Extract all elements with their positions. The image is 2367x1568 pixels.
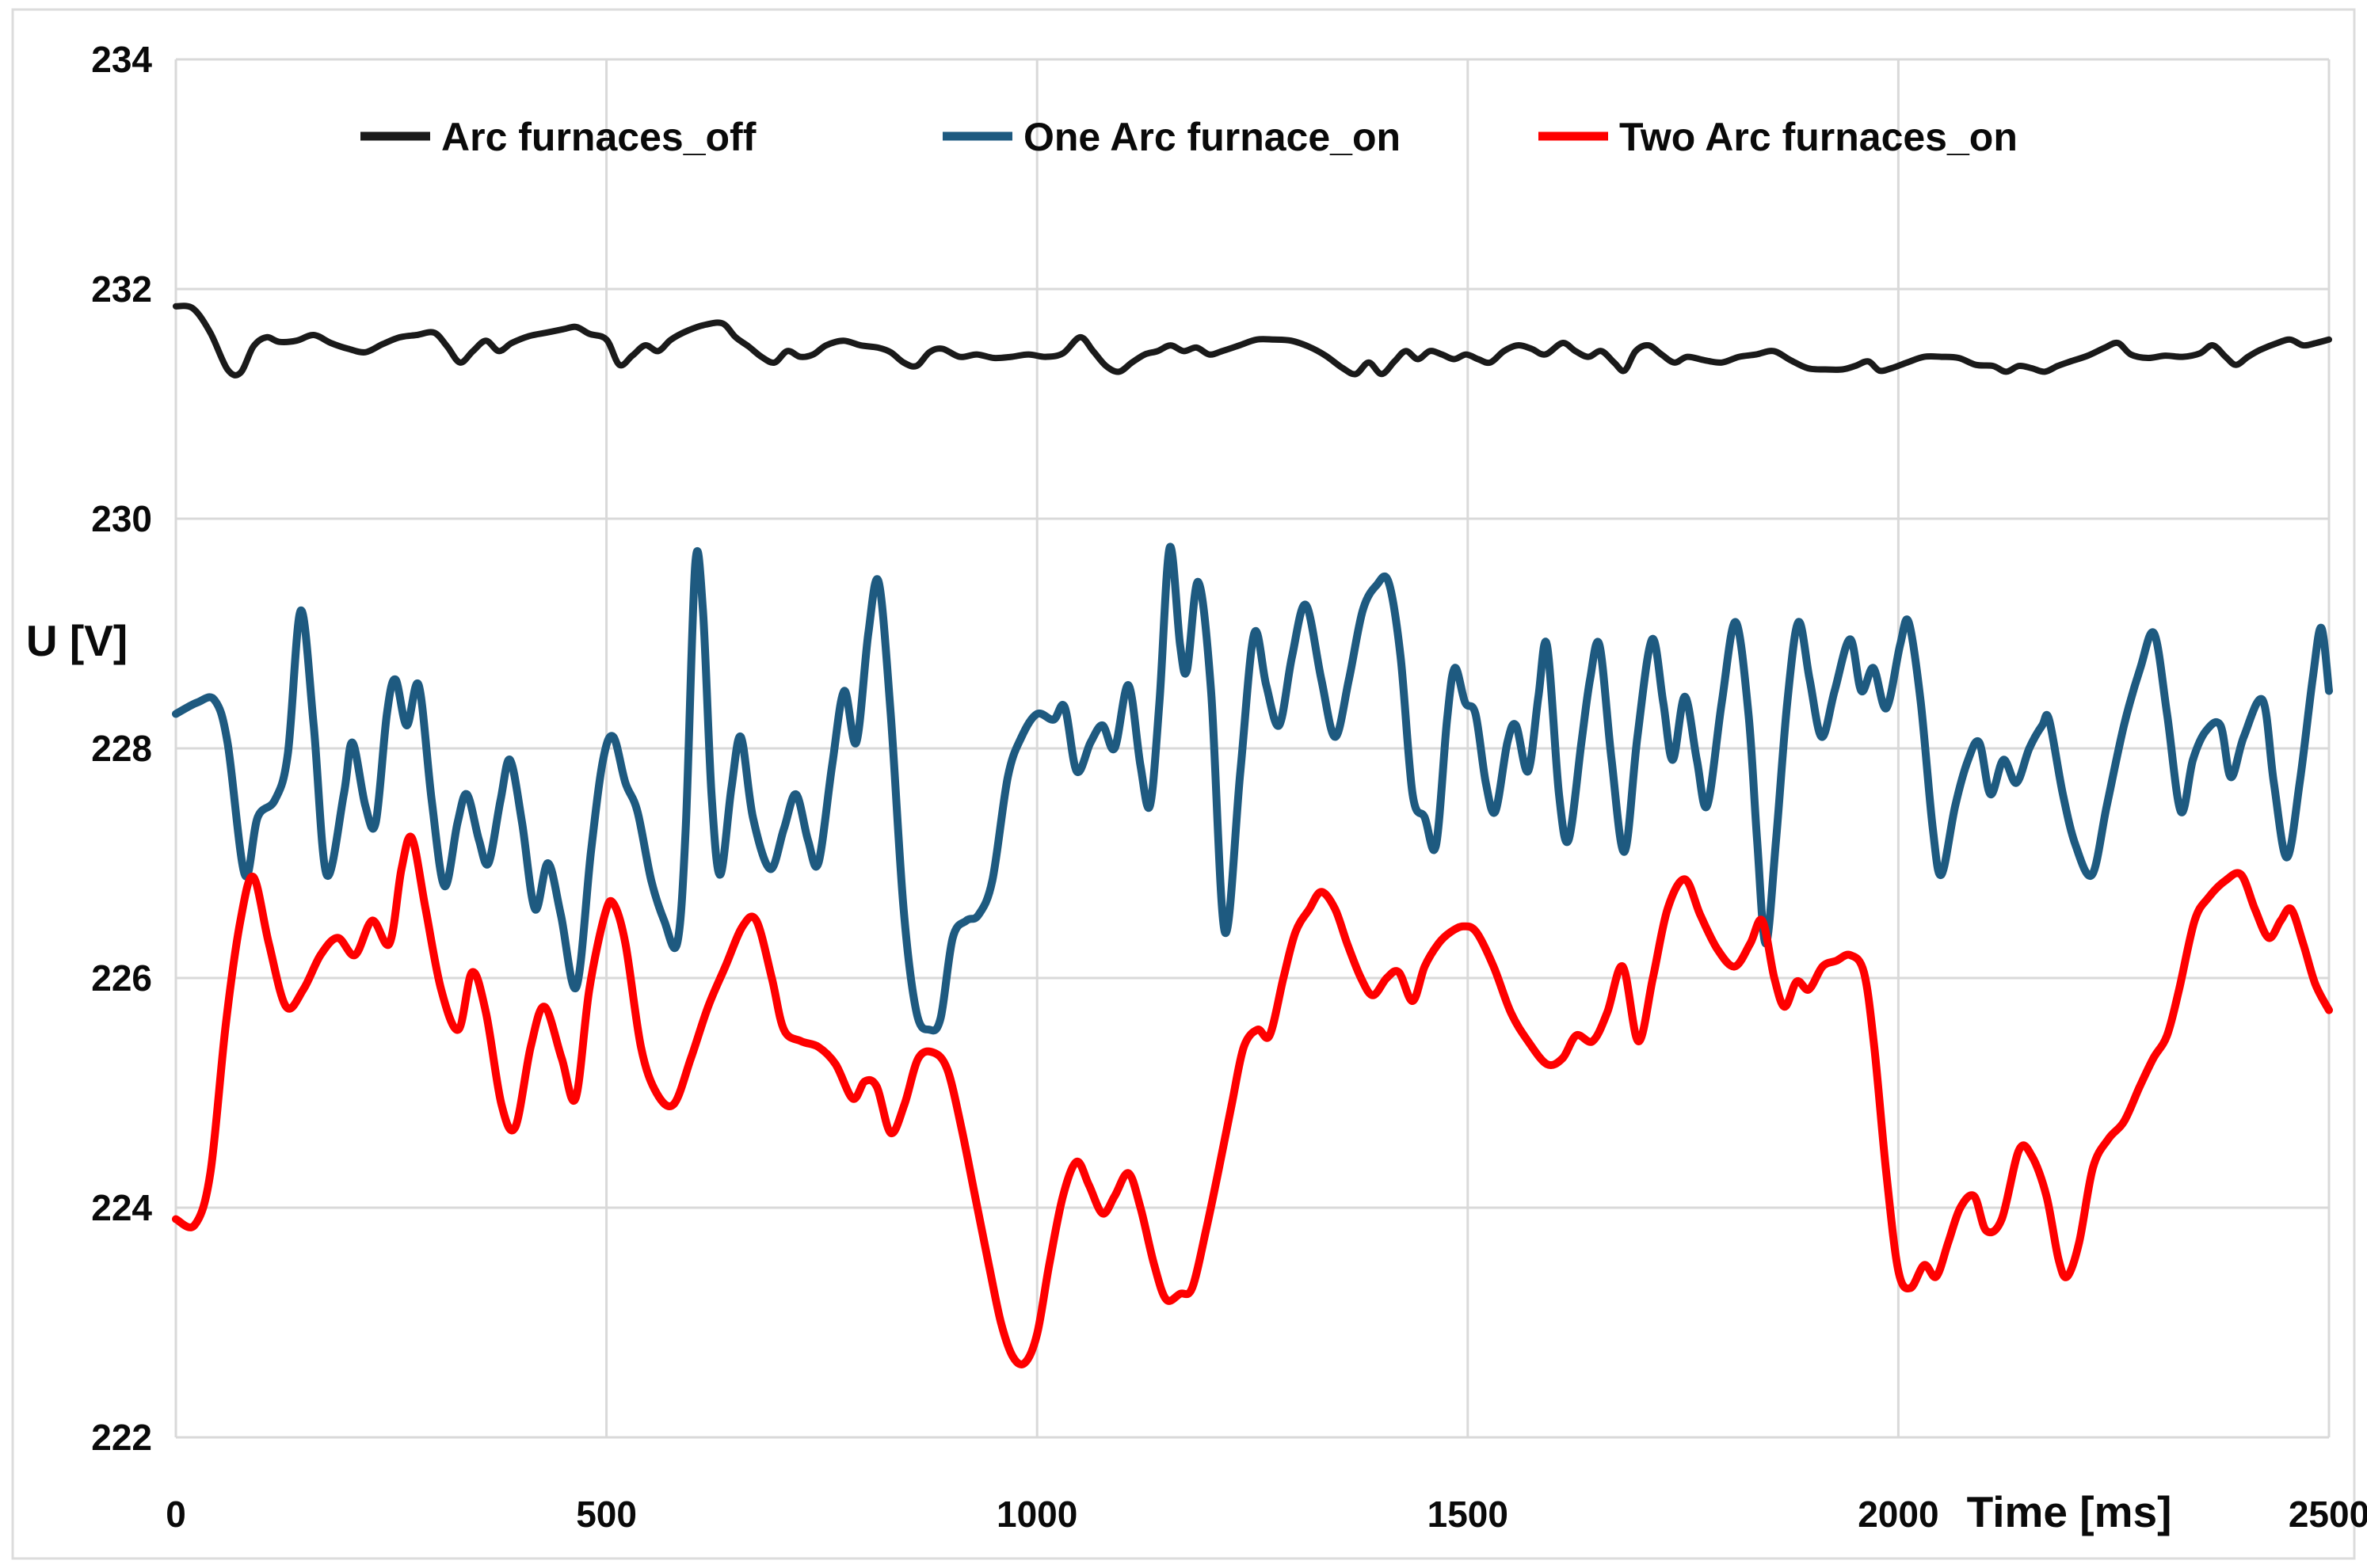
y-axis-title: U [V] bbox=[26, 616, 128, 665]
series-line-one-arc-furnace-on bbox=[172, 542, 2333, 1035]
y-tick-label-222: 222 bbox=[91, 1417, 152, 1458]
x-tick-label-1500: 1500 bbox=[1427, 1494, 1508, 1535]
series-line-two-arc-furnaces-on bbox=[172, 832, 2333, 1368]
y-tick-label-230: 230 bbox=[91, 498, 152, 539]
y-tick-label-232: 232 bbox=[91, 268, 152, 310]
y-tick-label-228: 228 bbox=[91, 728, 152, 769]
legend-label-arc-furnaces-off: Arc furnaces_off bbox=[441, 115, 757, 159]
x-tick-label-2000: 2000 bbox=[1858, 1494, 1938, 1535]
y-tick-label-234: 234 bbox=[91, 39, 152, 80]
x-tick-label-1000: 1000 bbox=[997, 1494, 1077, 1535]
figure-border bbox=[11, 8, 2356, 1560]
x-axis-title: Time [ms] bbox=[1967, 1487, 2172, 1536]
legend-label-one-arc-furnace-on: One Arc furnace_on bbox=[1023, 115, 1401, 159]
x-tick-label-2500: 2500 bbox=[2289, 1494, 2367, 1535]
series-line-arc-furnaces-off bbox=[173, 303, 2332, 379]
y-tick-label-224: 224 bbox=[91, 1187, 152, 1228]
x-tick-label-500: 500 bbox=[576, 1494, 637, 1535]
legend-label-two-arc-furnaces-on: Two Arc furnaces_on bbox=[1619, 115, 2018, 159]
x-tick-label-0: 0 bbox=[166, 1494, 186, 1535]
y-tick-label-226: 226 bbox=[91, 957, 152, 999]
